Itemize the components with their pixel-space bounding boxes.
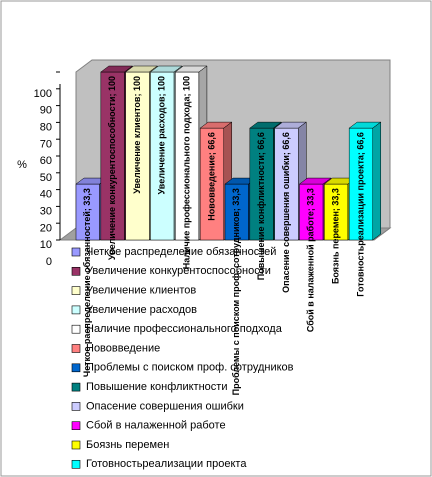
y-tick-label: 50 — [40, 172, 52, 184]
bar — [199, 121, 233, 241]
legend-label: Повышение конфликтности — [86, 381, 227, 393]
data-label: Четкое распределение обязанностей; 33,3 — [82, 188, 92, 377]
data-label: Наличие профессионального подхода; 100 — [182, 76, 192, 269]
legend-swatch — [71, 421, 81, 431]
y-tick-label: 30 — [40, 206, 52, 218]
legend-label: Наличие профессионального подхода — [86, 323, 283, 335]
legend-swatch — [71, 363, 81, 373]
legend-label: Опасение совершения ошибки — [86, 400, 244, 412]
y-tick-label: 70 — [40, 138, 52, 150]
legend-label: Увеличение конкурентоспособности — [86, 265, 271, 277]
y-tick-label: 80 — [40, 122, 52, 134]
data-label: Увеличение конкурентоспособности; 100 — [107, 76, 117, 260]
legend-swatch — [71, 266, 81, 276]
legend-swatch — [71, 382, 81, 392]
legend-swatch — [71, 344, 81, 353]
y-tick-label: 0 — [46, 256, 52, 268]
y-tick-label: 90 — [40, 105, 52, 117]
legend-swatch — [71, 305, 81, 315]
data-label: Боязнь перемен; 33,3 — [331, 188, 341, 284]
y-tick-label: 100 — [34, 88, 52, 100]
data-label: Сбой в налаженной работе; 33,3 — [306, 188, 316, 332]
y-axis-label: % — [17, 159, 27, 171]
data-label: Готовностьреализации проекта; 66,6 — [355, 132, 365, 297]
legend-label: Увеличение расходов — [86, 304, 197, 316]
legend-swatch — [71, 286, 81, 295]
legend-swatch — [71, 440, 81, 450]
legend-label: Четкое распределение обязанностей — [86, 246, 276, 258]
legend-swatch — [71, 324, 81, 334]
data-label: Повышение конфликтности; 66,6 — [256, 132, 266, 280]
bar — [348, 121, 382, 241]
legend-label: Увеличение клиентов — [86, 285, 196, 297]
legend-label: Сбой в налаженной работе — [86, 420, 226, 432]
data-label: Увеличение расходов; 100 — [157, 76, 167, 194]
legend-label: Боязнь перемен — [86, 439, 169, 451]
y-tick-label: 40 — [40, 189, 52, 201]
legend: Четкое распределение обязанностей Увеличе… — [71, 246, 294, 470]
legend-swatch — [71, 247, 81, 257]
legend-swatch — [71, 402, 81, 411]
y-tick-label: 10 — [40, 239, 52, 251]
legend-label: Готовностьреализации проекта — [86, 458, 247, 470]
legend-swatch — [71, 459, 81, 469]
bar-side — [372, 121, 382, 241]
legend-label: Нововведение — [86, 342, 160, 354]
data-label: Увеличение клиентов; 100 — [132, 76, 142, 194]
y-tick-label: 20 — [40, 222, 52, 234]
data-label: Опасение совершения ошибки; 66,6 — [281, 132, 291, 293]
data-label: Нововведение; 66,6 — [206, 132, 216, 221]
y-tick-label: 60 — [40, 155, 52, 167]
legend-label: Проблемы с поиском проф. сотрудников — [86, 362, 294, 374]
data-label: Проблемы с поиском проф. сотрудников; 33… — [231, 188, 241, 395]
